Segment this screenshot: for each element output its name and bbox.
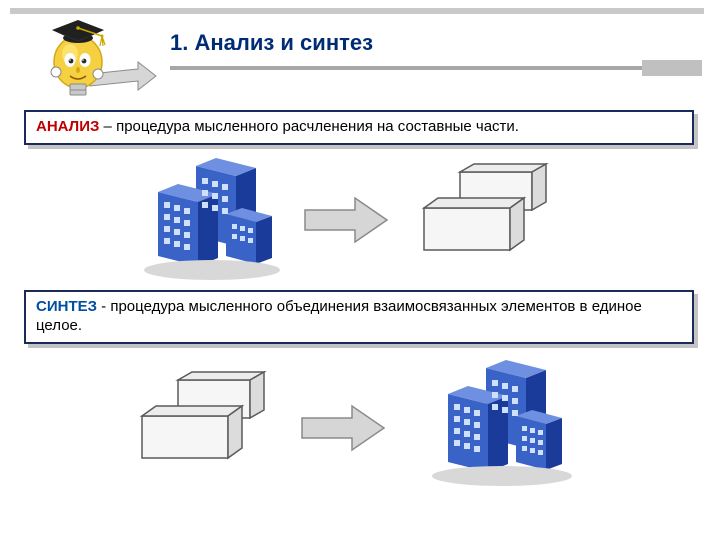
building-icon (432, 360, 572, 486)
mascot-lightbulb (28, 14, 158, 110)
definition-analiz: АНАЛИЗ – процедура мысленного расчленени… (24, 110, 694, 145)
term-sintez: СИНТЕЗ (36, 298, 97, 315)
title-area: 1. Анализ и синтез (170, 30, 670, 70)
arrow-icon (305, 198, 387, 242)
term-analiz: АНАЛИЗ (36, 118, 99, 135)
page-title: 1. Анализ и синтез (170, 30, 670, 56)
definition-sintez: СИНТЕЗ - процедура мысленного объединени… (24, 290, 694, 344)
building-icon (144, 158, 280, 280)
arrow-icon (302, 406, 384, 450)
blocks-icon (424, 164, 546, 250)
title-side-bar (642, 60, 702, 76)
title-underline (170, 66, 690, 70)
illustration-sintez (130, 354, 590, 494)
illustration-analiz (130, 152, 560, 282)
text-analiz: – процедура мысленного расчленения на со… (99, 118, 519, 135)
blocks-icon (142, 372, 264, 458)
text-sintez: - процедура мысленного объединения взаим… (36, 298, 642, 334)
